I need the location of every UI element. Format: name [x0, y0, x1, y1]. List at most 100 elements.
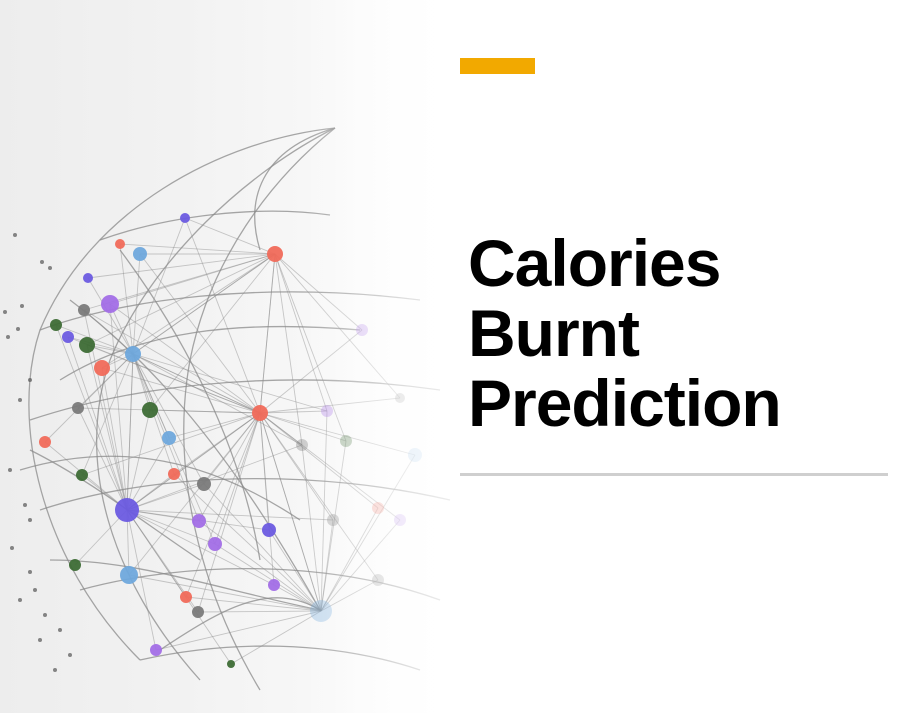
- network-edge: [55, 324, 134, 355]
- network-node: [192, 606, 204, 618]
- network-edge: [77, 407, 128, 511]
- particle-dot: [18, 598, 22, 602]
- network-edge: [109, 303, 128, 511]
- particle-dot: [16, 327, 20, 331]
- network-node: [192, 514, 206, 528]
- network-node: [394, 514, 406, 526]
- network-node: [296, 439, 308, 451]
- network-edge: [198, 520, 322, 612]
- network-edge: [173, 473, 322, 612]
- title-line-1: Calories: [468, 226, 721, 300]
- network-edge: [230, 610, 322, 665]
- network-edge: [259, 412, 379, 581]
- title-line-2: Burnt: [468, 296, 640, 370]
- network-edge: [132, 253, 276, 355]
- network-edge: [132, 353, 261, 414]
- network-node: [78, 304, 90, 316]
- network-node: [115, 239, 125, 249]
- network-edge: [259, 329, 363, 414]
- network-edge: [185, 412, 261, 598]
- network-edge: [119, 243, 276, 255]
- network-node: [115, 498, 139, 522]
- network-arc: [19, 455, 301, 521]
- network-edge: [168, 412, 261, 439]
- network-node: [101, 295, 119, 313]
- network-edge: [81, 353, 134, 476]
- network-edge: [126, 509, 275, 586]
- network-edge: [155, 610, 322, 651]
- network-arc: [69, 299, 321, 611]
- network-edge: [109, 253, 276, 305]
- network-edge: [132, 353, 328, 412]
- particle-dot: [58, 628, 62, 632]
- network-edge: [173, 412, 261, 475]
- network-node: [72, 402, 84, 414]
- network-node: [125, 346, 141, 362]
- network-edge: [126, 483, 205, 511]
- network-edge: [132, 353, 216, 545]
- network-edge: [259, 412, 275, 586]
- network-node: [197, 477, 211, 491]
- network-edge: [86, 344, 128, 511]
- network-edge: [109, 303, 134, 355]
- network-node: [50, 319, 62, 331]
- network-edge: [274, 253, 328, 412]
- particle-dot: [28, 518, 32, 522]
- network-node: [133, 247, 147, 261]
- network-edge: [149, 409, 261, 414]
- network-edge: [109, 303, 261, 414]
- network-edge: [126, 509, 187, 598]
- network-edge: [126, 437, 170, 511]
- network-edge: [274, 253, 303, 446]
- network-edge: [77, 353, 134, 409]
- network-node: [408, 448, 422, 462]
- network-node: [252, 405, 268, 421]
- network-edge: [128, 412, 261, 576]
- network-edge: [184, 217, 276, 255]
- particle-dot: [8, 468, 12, 472]
- network-edge: [132, 217, 186, 355]
- title-divider: [460, 473, 888, 476]
- particle-dot: [10, 546, 14, 550]
- network-edge: [259, 253, 276, 414]
- particle-dot: [20, 304, 24, 308]
- network-edge: [83, 309, 261, 414]
- network-arc: [29, 449, 201, 561]
- network-edge: [259, 412, 270, 531]
- network-edge: [197, 610, 322, 613]
- particle-dot: [28, 378, 32, 382]
- network-edge: [214, 412, 261, 545]
- network-edge: [126, 353, 134, 511]
- network-node: [310, 600, 332, 622]
- network-node: [79, 337, 95, 353]
- network-node: [208, 537, 222, 551]
- network-node: [267, 246, 283, 262]
- network-edge: [126, 509, 334, 521]
- network-edge: [67, 336, 134, 355]
- network-edge: [44, 353, 134, 443]
- network-edge: [126, 509, 200, 522]
- network-node: [120, 566, 138, 584]
- network-edge: [139, 253, 261, 414]
- network-node: [150, 644, 162, 656]
- network-edge: [101, 367, 128, 511]
- network-node: [268, 579, 280, 591]
- network-node: [168, 468, 180, 480]
- network-arc: [49, 559, 321, 611]
- network-edge: [185, 596, 322, 612]
- network-edge: [83, 309, 134, 355]
- network-edge: [67, 336, 128, 511]
- network-edge: [132, 353, 261, 414]
- network-edge: [259, 412, 303, 446]
- network-edge: [87, 277, 134, 355]
- network-edge: [198, 412, 261, 522]
- particle-dot: [28, 570, 32, 574]
- network-edge: [197, 412, 261, 613]
- network-node: [340, 435, 352, 447]
- accent-bar: [460, 58, 535, 74]
- network-arc: [99, 210, 331, 241]
- particle-dot: [18, 398, 22, 402]
- network-node: [372, 574, 384, 586]
- network-edge: [274, 253, 347, 442]
